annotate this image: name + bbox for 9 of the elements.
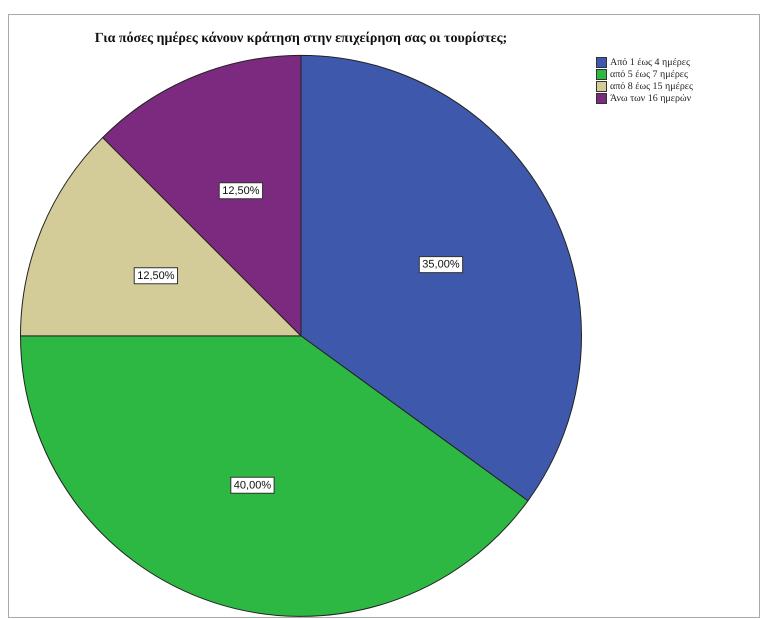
data-label: 12,50% [222, 184, 260, 197]
chart-title: Για πόσες ημέρες κάνουν κράτηση στην επιχείρηση σας οι τουρίστες; [94, 31, 508, 46]
legend-label: Άνω των 16 ημερών [609, 92, 692, 104]
legend-label: από 5 έως 7 ημέρες [609, 68, 689, 80]
legend-label: από 8 έως 15 ημέρες [609, 80, 693, 92]
data-label: 40,00% [234, 479, 272, 492]
data-label: 12,50% [137, 270, 175, 282]
legend-label: Από 1 έως 4 ημέρες [609, 56, 691, 68]
data-label: 35,00% [422, 258, 460, 271]
